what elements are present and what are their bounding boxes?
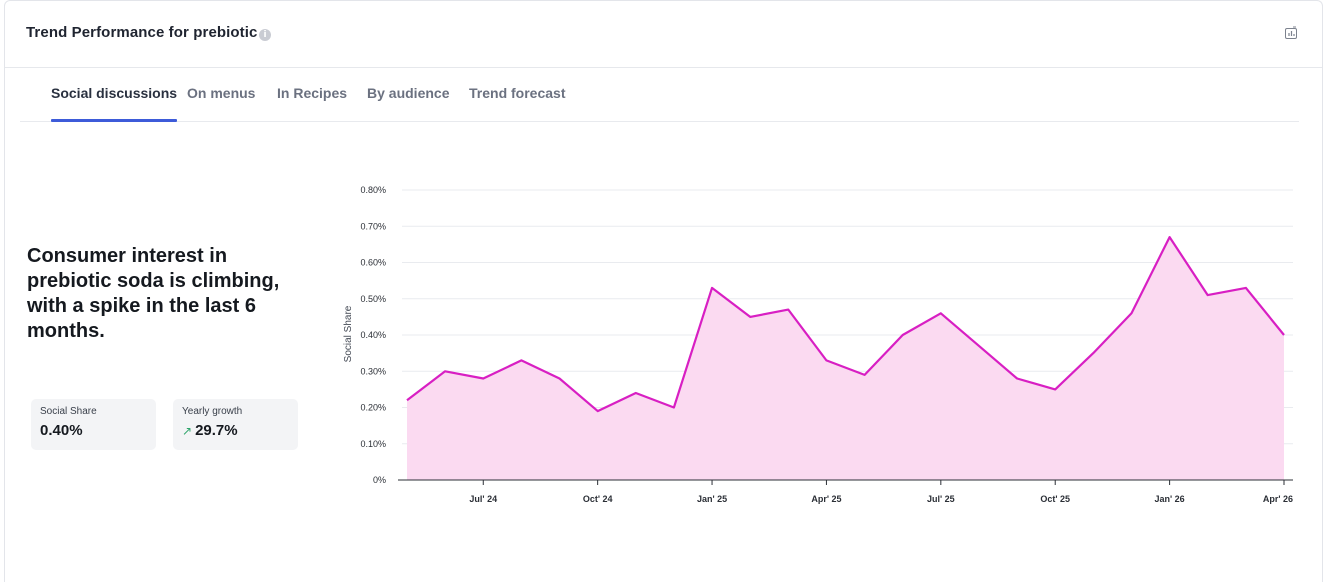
y-tick-label: 0.30% bbox=[360, 366, 386, 376]
x-tick-label: Jan' 25 bbox=[697, 494, 727, 504]
y-tick-label: 0.80% bbox=[360, 185, 386, 195]
metric-label: Social Share bbox=[40, 406, 97, 417]
x-tick-label: Jan' 26 bbox=[1155, 494, 1185, 504]
y-axis-title: Social Share bbox=[343, 305, 354, 362]
tab-social-discussions[interactable]: Social discussions bbox=[51, 67, 178, 122]
tab-on-menus[interactable]: On menus bbox=[187, 85, 256, 101]
x-tick-label: Jul' 25 bbox=[927, 494, 955, 504]
yearly-growth-metric: Yearly growth ↗ 29.7% bbox=[173, 399, 298, 450]
metric-value-row: ↗ 29.7% bbox=[182, 422, 238, 439]
x-tick-label: Apr' 25 bbox=[811, 494, 841, 504]
tab-in-recipes[interactable]: In Recipes bbox=[277, 85, 348, 101]
trend-up-icon: ↗ bbox=[182, 424, 193, 438]
social-share-chart: 0% 0.10% 0.20% 0.30% 0.40% 0.50% 0.60% 0.70% 0.8… bbox=[343, 185, 1293, 504]
trend-performance-card: Trend Performance for prebiotic i bbox=[4, 0, 1323, 582]
x-tick-label: Oct' 24 bbox=[583, 494, 613, 504]
tab-by-audience[interactable]: By audience bbox=[367, 85, 450, 101]
series-line bbox=[406, 236, 1285, 413]
x-tick-label: Jul' 24 bbox=[469, 494, 497, 504]
y-tick-label: 0.10% bbox=[360, 439, 386, 449]
metric-label: Yearly growth bbox=[182, 406, 243, 417]
x-tick-label: Apr' 26 bbox=[1263, 494, 1293, 504]
y-tick-label: 0.50% bbox=[360, 294, 386, 304]
tab-trend-forecast[interactable]: Trend forecast bbox=[469, 85, 566, 101]
card-title: Trend Performance for prebiotic bbox=[26, 24, 258, 41]
y-tick-label: 0.60% bbox=[360, 258, 386, 268]
y-tick-label: 0.20% bbox=[360, 403, 386, 413]
social-share-metric: Social Share 0.40% bbox=[31, 399, 156, 450]
y-tick-label: 0% bbox=[373, 475, 386, 485]
info-icon[interactable]: i bbox=[259, 29, 271, 41]
x-axis: Jul' 24 Oct' 24 Jan' 25 Apr' 25 Jul' 25 Oct' … bbox=[398, 479, 1293, 504]
y-tick-label: 0.70% bbox=[360, 221, 386, 231]
metric-value: 0.40% bbox=[40, 422, 83, 439]
x-tick-label: Oct' 25 bbox=[1040, 494, 1070, 504]
card-header: Trend Performance for prebiotic i bbox=[5, 1, 1322, 68]
insight-headline: Consumer interest in prebiotic soda is c… bbox=[27, 245, 280, 342]
series-area bbox=[407, 237, 1284, 480]
tab-bar: Social discussions On menus In Recipes B… bbox=[20, 67, 1299, 122]
chart-export-icon[interactable] bbox=[1284, 26, 1298, 40]
metric-value: 29.7% bbox=[195, 422, 238, 439]
y-axis-ticks: 0% 0.10% 0.20% 0.30% 0.40% 0.50% 0.60% 0.70% 0.8… bbox=[360, 185, 386, 485]
y-tick-label: 0.40% bbox=[360, 330, 386, 340]
